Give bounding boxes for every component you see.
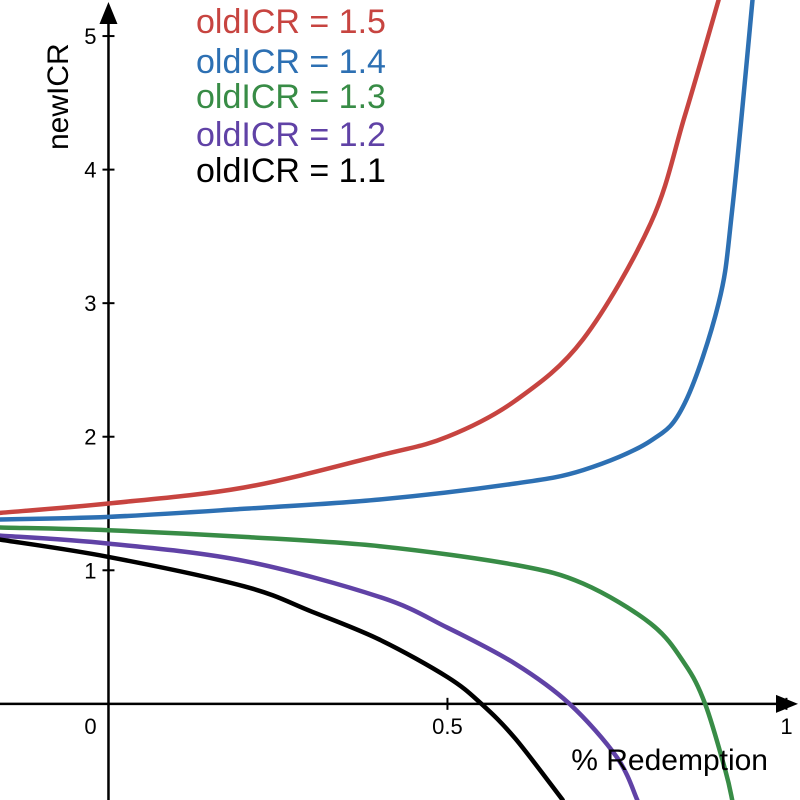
legend-entry: oldICR = 1.2 [196, 116, 386, 154]
y-tick-label: 5 [84, 24, 96, 49]
y-tick-label: 1 [84, 558, 96, 583]
series-line-1-5 [0, 0, 721, 516]
x-tick-label: 0.5 [432, 714, 463, 739]
series-line-1-2 [0, 533, 640, 800]
series-line-1-3 [0, 525, 735, 800]
legend-entry: oldICR = 1.1 [196, 152, 386, 190]
legend-entry: oldICR = 1.3 [196, 78, 386, 116]
legend-entry: oldICR = 1.4 [196, 43, 386, 81]
series-line-1-4 [0, 0, 755, 522]
y-axis-arrow [99, 2, 118, 24]
x-axis-title: % Redemption [571, 744, 768, 777]
legend-entry: oldICR = 1.5 [196, 3, 386, 41]
x-tick-label: 1 [780, 714, 792, 739]
series-layer [0, 0, 755, 800]
series-line-1-1 [0, 537, 565, 800]
y-tick-label: 4 [84, 158, 96, 183]
y-tick-label: 2 [84, 425, 96, 450]
y-tick-label: 3 [84, 291, 96, 316]
x-tick-label: 0 [84, 714, 96, 739]
y-axis-title: newICR [42, 43, 75, 150]
ticks-layer: 0 0.5 1 1 2 3 4 5 [84, 24, 792, 739]
